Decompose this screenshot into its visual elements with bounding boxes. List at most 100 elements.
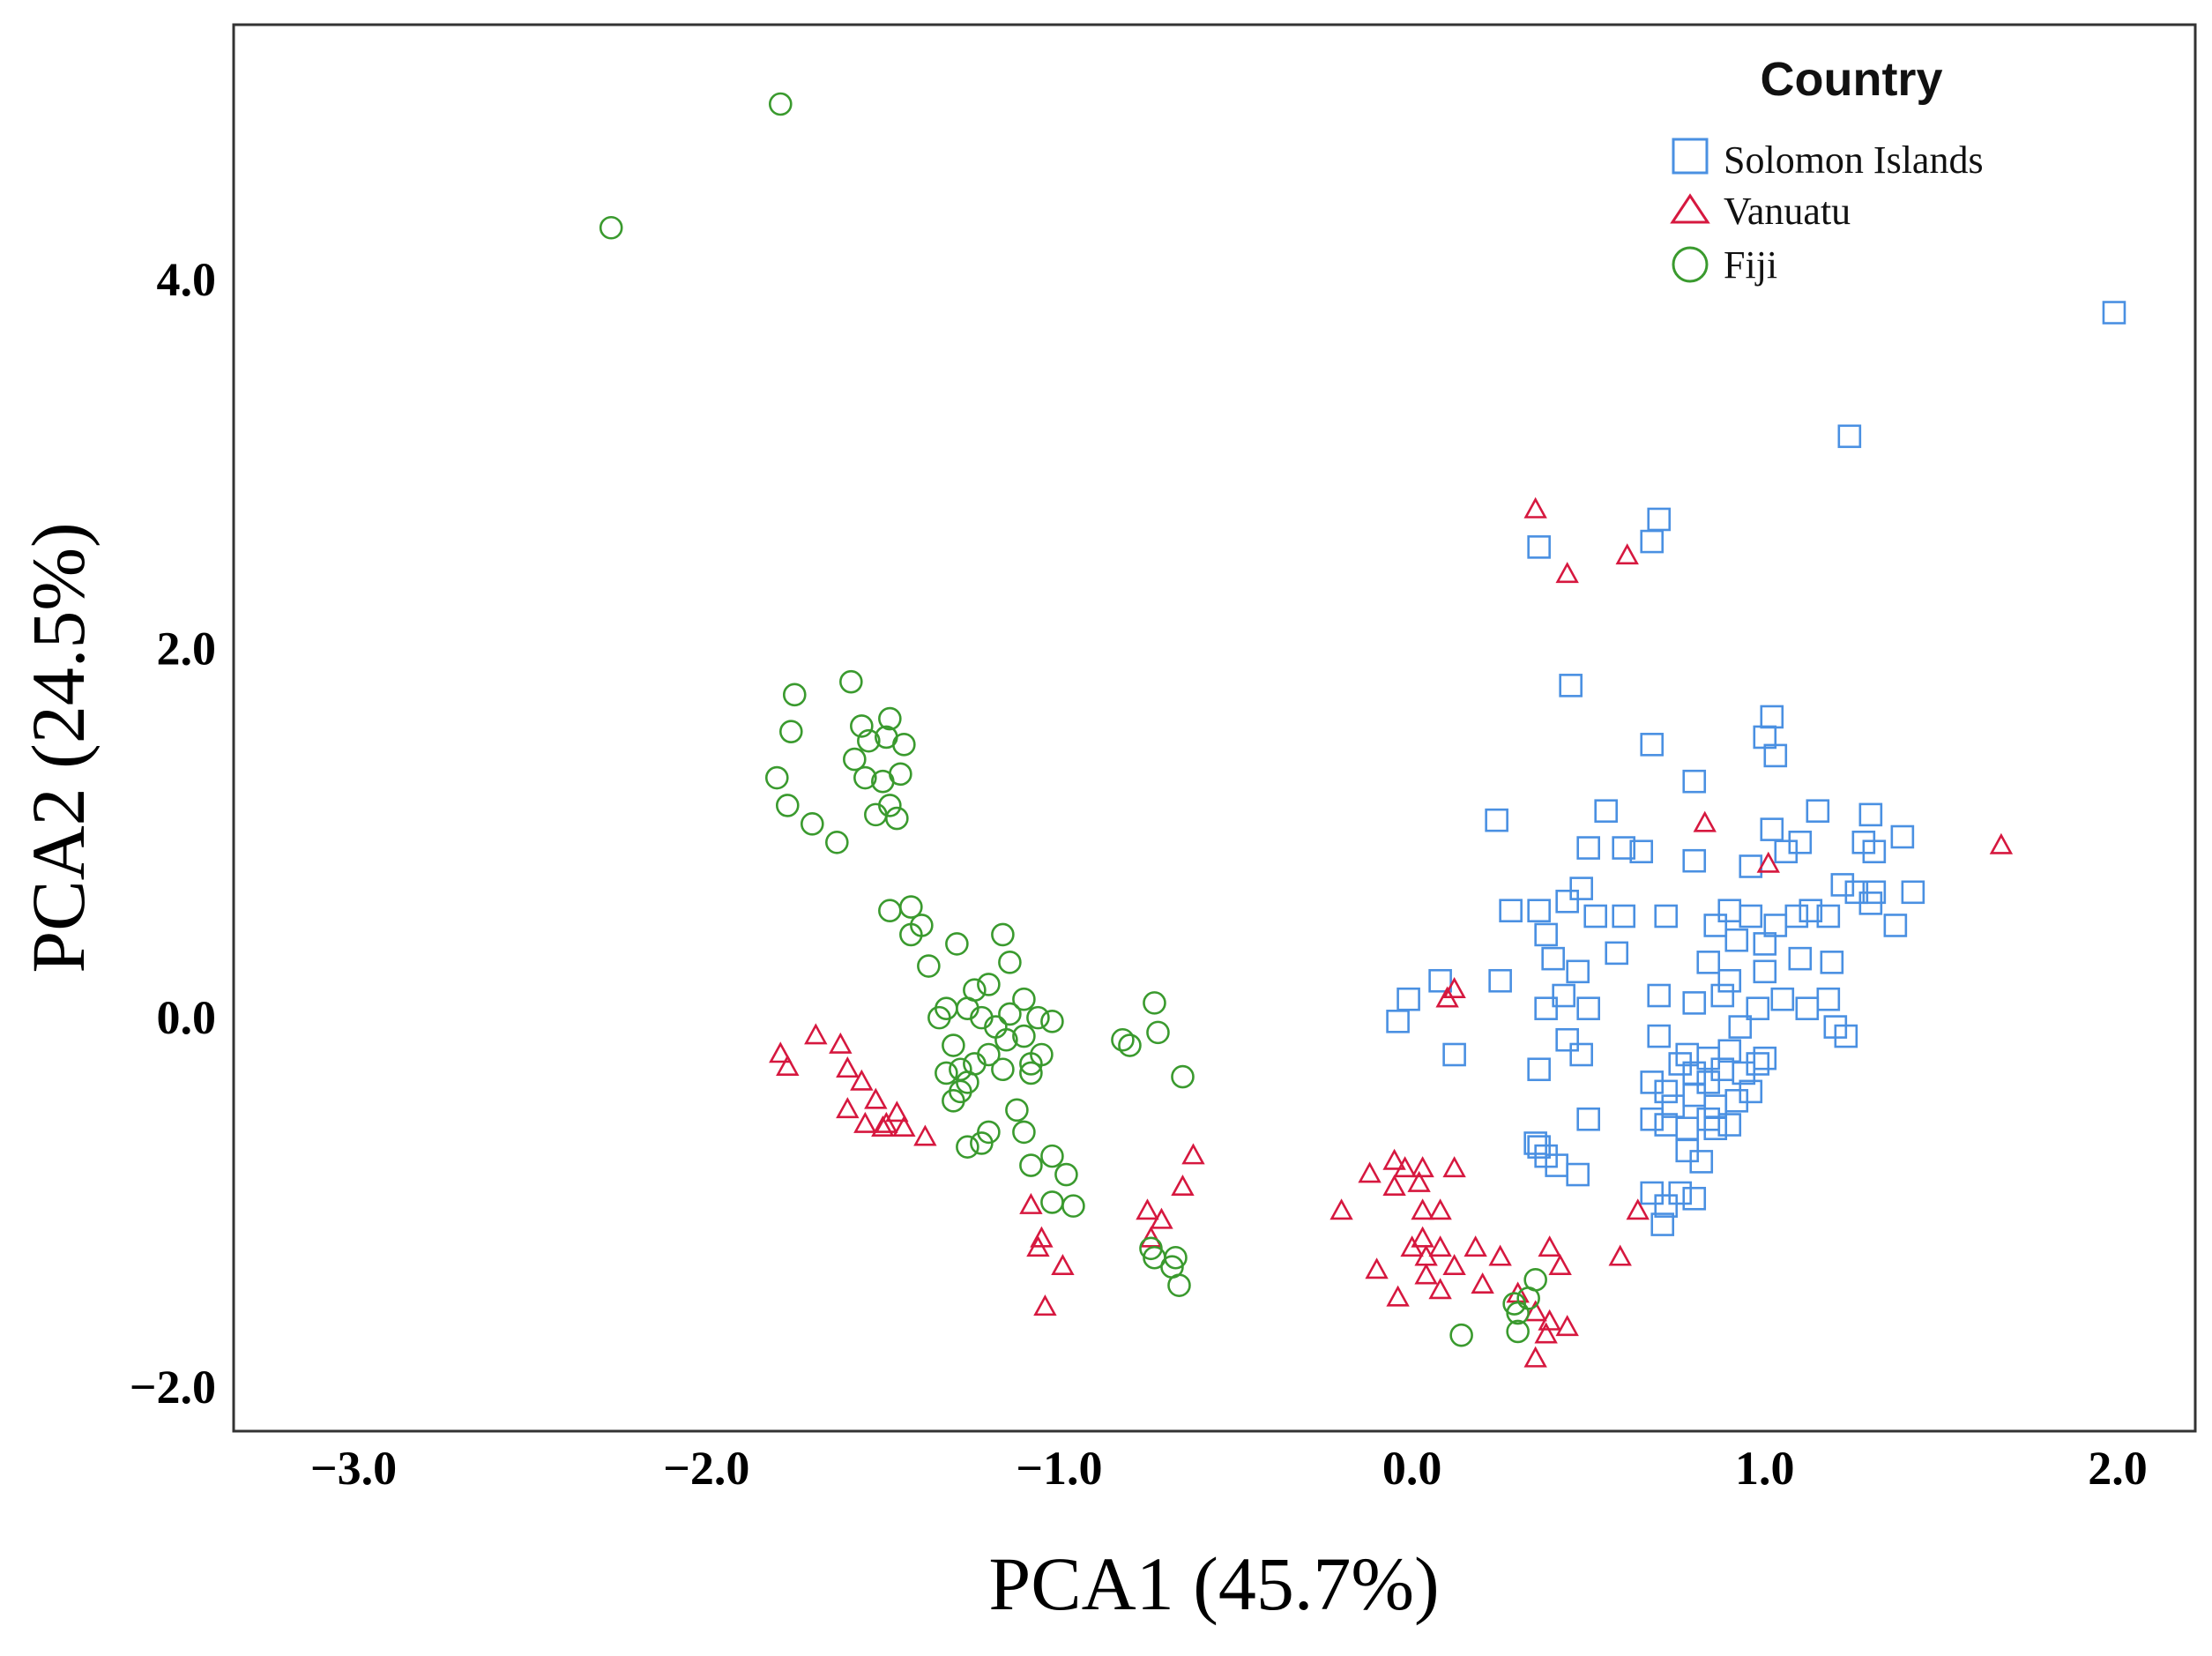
square-point [1728, 1015, 1753, 1039]
y-tick-label: −2.0 [130, 1361, 216, 1414]
triangle-point [885, 1100, 909, 1123]
triangle-point [1358, 1161, 1382, 1183]
triangle-point [1435, 986, 1459, 1008]
triangle-point [1051, 1254, 1075, 1276]
triangle-point [1608, 1244, 1632, 1266]
circle-point [1167, 1273, 1191, 1297]
square-point [1753, 932, 1777, 956]
circle-point [889, 762, 912, 787]
circle-point [970, 1131, 994, 1155]
square-point [1746, 1052, 1770, 1076]
triangle-point [1139, 1226, 1163, 1248]
circle-point [1005, 1098, 1029, 1123]
square-point [1576, 836, 1600, 860]
square-point [1696, 951, 1721, 974]
triangle-point [1538, 1235, 1561, 1257]
triangle-point [836, 1056, 860, 1078]
circle-point [991, 1057, 1015, 1082]
square-point [1555, 1027, 1579, 1052]
legend-marker-vanuatu [1670, 193, 1710, 224]
circle-point [935, 1061, 958, 1085]
circle-point [1143, 991, 1166, 1015]
triangle-point [1693, 810, 1717, 832]
circle-point [1026, 1005, 1050, 1030]
square-point [1682, 991, 1707, 1015]
square-point [1534, 922, 1558, 947]
circle-point [839, 669, 863, 694]
plot-frame [232, 23, 2197, 1433]
triangle-point [864, 1087, 888, 1109]
circle-point [1019, 1153, 1043, 1177]
triangle-point [1329, 1198, 1353, 1220]
triangle-point [1523, 496, 1547, 518]
square-point [1485, 808, 1508, 832]
triangle-point [1428, 1235, 1452, 1257]
square-point [1753, 959, 1777, 984]
triangle-point [1393, 1156, 1417, 1178]
square-point [1696, 1070, 1721, 1094]
triangle-point [1411, 1226, 1434, 1248]
triangle-point [875, 1111, 898, 1133]
square-point [1717, 1113, 1742, 1137]
circle-point [878, 794, 902, 817]
x-tick-label: 1.0 [1735, 1442, 1795, 1495]
circle-point [825, 830, 849, 854]
triangle-point [1411, 1198, 1434, 1220]
triangle-point [1428, 1278, 1452, 1300]
triangle-point [1026, 1235, 1050, 1257]
square-point [1640, 1070, 1665, 1094]
circle-point [857, 728, 881, 753]
triangle-point [1989, 832, 2014, 854]
square-point [1559, 674, 1583, 697]
square-point [1654, 904, 1679, 929]
triangle-point [1400, 1235, 1424, 1257]
circle-point [764, 765, 789, 790]
square-point [1583, 904, 1607, 929]
triangle-point [1442, 1156, 1466, 1178]
triangle-point [1548, 1254, 1572, 1276]
square-point [1717, 1039, 1742, 1063]
square-point [1555, 889, 1579, 914]
triangle-point [1615, 543, 1639, 565]
triangle-point [1488, 1244, 1512, 1266]
square-point [1788, 946, 1813, 971]
triangle-point [1171, 1175, 1195, 1197]
square-point [1541, 946, 1565, 971]
circle-point [1146, 1020, 1170, 1045]
legend-marker-fiji [1672, 246, 1709, 283]
square-point [1569, 1042, 1593, 1067]
square-point [1837, 424, 1862, 449]
square-point [1566, 959, 1590, 984]
x-tick-label: −3.0 [310, 1442, 397, 1495]
x-tick-label: 0.0 [1382, 1442, 1442, 1495]
square-point [1830, 873, 1855, 897]
circle-point [1012, 1024, 1036, 1048]
square-point [1799, 899, 1823, 923]
x-axis: −3.0 −2.0 −1.0 0.0 1.0 2.0 [310, 1442, 2148, 1495]
y-tick-label: 4.0 [157, 253, 217, 306]
triangle-point [1181, 1143, 1205, 1165]
circle-point [1012, 1120, 1036, 1145]
square-point [1883, 914, 1908, 937]
square-point [1527, 1135, 1551, 1159]
triangle-point [1534, 1322, 1558, 1344]
legend: Country Solomon Islands Vanuatu Fiji [1670, 53, 1984, 287]
circle-point [778, 720, 803, 743]
circle-point [775, 794, 800, 817]
square-point [1682, 1061, 1707, 1085]
square-point [1746, 996, 1770, 1020]
triangle-point [1555, 562, 1579, 584]
data-points [599, 92, 2126, 1368]
square-point [1682, 848, 1707, 873]
triangle-point [836, 1097, 860, 1119]
triangle-point [1414, 1263, 1438, 1285]
circle-point [899, 922, 923, 947]
square-point [1576, 996, 1600, 1020]
x-tick-label: −2.0 [663, 1442, 749, 1495]
y-tick-label: 2.0 [157, 622, 217, 675]
legend-label-vanuatu: Vanuatu [1724, 190, 1851, 233]
square-point [1816, 904, 1841, 929]
square-point [1724, 928, 1749, 952]
square-point [1739, 904, 1763, 929]
square-point [1576, 1107, 1600, 1131]
